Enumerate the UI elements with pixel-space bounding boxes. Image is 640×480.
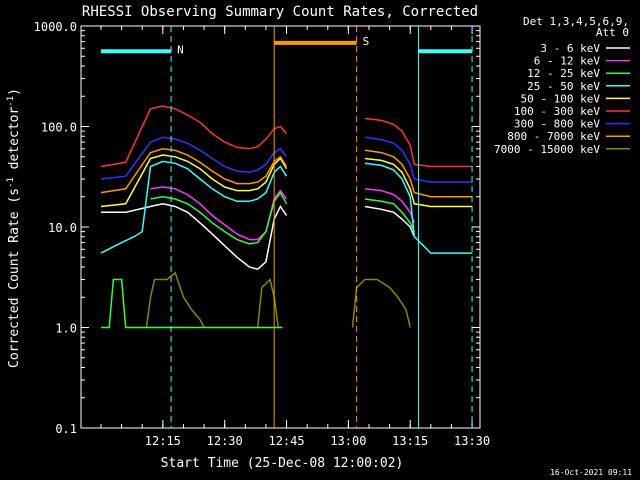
legend-entry-label: 12 - 25 keV <box>527 67 600 80</box>
series-line-7 <box>100 148 473 198</box>
x-axis-label: Start Time (25-Dec-08 12:00:02) <box>161 456 404 471</box>
series-line-3 <box>100 160 473 254</box>
y-tick-label: 100.0 <box>41 121 77 135</box>
y-tick-label: 10.0 <box>48 221 77 235</box>
legend-header-1: Det 1,3,4,5,6,9, <box>523 15 629 28</box>
y-tick-label: 1.0 <box>55 322 77 336</box>
mode-bar-label-2: S <box>363 35 370 48</box>
y-axis-label-sup1: -1 <box>6 177 16 188</box>
mode-bar-label-0: N <box>177 43 184 56</box>
x-tick-label: 12:15 <box>145 434 181 448</box>
y-axis-label-main: Corrected Count Rate (s <box>7 188 22 368</box>
chart-title: RHESSI Observing Summary Count Rates, Co… <box>82 4 478 20</box>
series-layer <box>100 105 473 329</box>
x-tick-label: 13:15 <box>392 434 428 448</box>
y-axis-label-sup2: -1 <box>6 96 16 107</box>
y-axis-label-mid: detector <box>7 107 22 178</box>
y-axis-label-end: ) <box>7 88 22 96</box>
y-tick-label: 0.1 <box>55 422 77 436</box>
legend-entry-label: 300 - 800 keV <box>514 118 600 131</box>
legend-entry-label: 800 - 7000 keV <box>507 130 600 143</box>
legend-entry-label: 7000 - 15000 keV <box>494 143 600 156</box>
legend-entry-label: 6 - 12 keV <box>534 55 601 68</box>
series-line-4 <box>100 154 473 208</box>
legend-entry-label: 100 - 300 keV <box>514 105 600 118</box>
series-line-0 <box>101 203 415 271</box>
y-axis-label: Corrected Count Rate (s-1 detector-1) <box>6 88 22 368</box>
legend-entry-label: 50 - 100 keV <box>521 92 601 105</box>
x-tick-label: 13:00 <box>330 434 366 448</box>
annotation-layer: NS <box>101 26 473 428</box>
legend-entry-label: 3 - 6 keV <box>540 42 600 55</box>
legend-header-2: Att 0 <box>596 26 629 39</box>
x-tick-label: 12:30 <box>207 434 243 448</box>
series-line-6 <box>100 136 473 183</box>
series-line-8 <box>145 271 411 328</box>
timestamp: 16-Oct-2021 09:11 <box>550 468 632 477</box>
legend-entry-label: 25 - 50 keV <box>527 80 600 93</box>
x-tick-label: 13:30 <box>454 434 490 448</box>
series-line-5 <box>100 105 473 168</box>
series-line-2 <box>150 191 415 245</box>
axes: 1000.0 100.0 10.0 1.0 0.1 12:15 12:30 12:45 13:0… <box>34 20 490 448</box>
x-tick-label: 12:45 <box>268 434 304 448</box>
series-line-low <box>101 278 283 329</box>
y-tick-label: 1000.0 <box>34 20 77 34</box>
